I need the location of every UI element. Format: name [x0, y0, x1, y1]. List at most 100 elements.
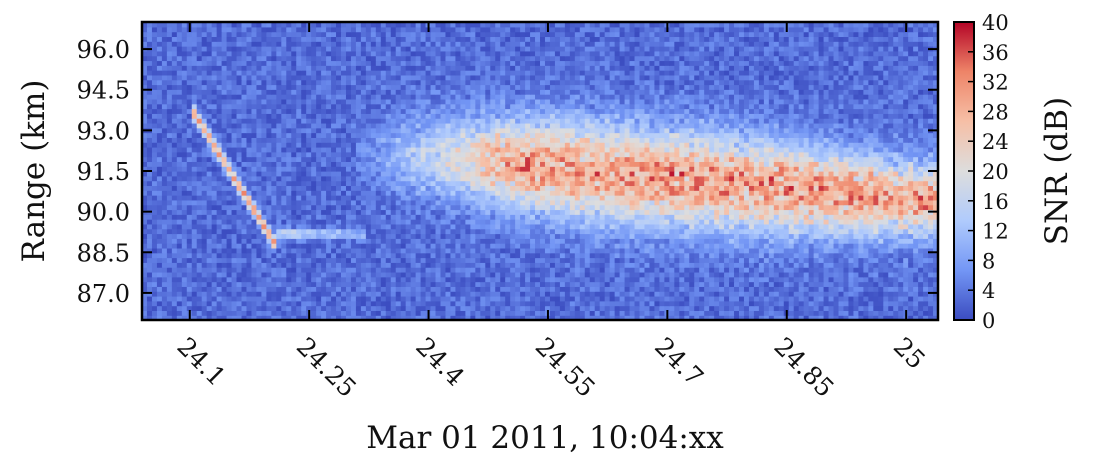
heatmap-cell	[748, 300, 755, 307]
heatmap-cell	[301, 310, 307, 316]
heatmap-cell	[664, 291, 670, 297]
heatmap-cell	[286, 166, 292, 172]
heatmap-cell	[276, 295, 282, 302]
heatmap-cell	[773, 252, 780, 259]
heatmap-cell	[743, 171, 750, 177]
heatmap-cell	[380, 195, 387, 201]
heatmap-cell	[898, 223, 904, 230]
heatmap-cell	[594, 243, 601, 249]
heatmap-cell	[341, 175, 347, 182]
heatmap-cell	[440, 223, 447, 230]
heatmap-cell	[450, 214, 457, 220]
heatmap-cell	[724, 247, 730, 254]
heatmap-cell	[301, 223, 307, 230]
heatmap-cell	[251, 315, 258, 320]
heatmap-cell	[321, 219, 327, 225]
heatmap-cell	[883, 219, 889, 225]
heatmap-cell	[485, 252, 491, 259]
heatmap-cell	[823, 281, 830, 287]
heatmap-cell	[589, 271, 596, 278]
heatmap-cell	[549, 276, 556, 283]
heatmap-cell	[559, 305, 566, 311]
heatmap-cell	[803, 310, 810, 316]
heatmap-cell	[599, 199, 606, 206]
heatmap-cell	[345, 262, 352, 268]
heatmap-cell	[171, 262, 178, 268]
heatmap-cell	[689, 199, 695, 206]
heatmap-cell	[345, 257, 352, 263]
heatmap-cell	[271, 195, 277, 201]
heatmap-cell	[301, 209, 307, 215]
heatmap-cell	[286, 252, 292, 259]
heatmap-cell	[266, 247, 272, 254]
heatmap-cell	[624, 190, 631, 196]
heatmap-cell	[281, 219, 287, 225]
heatmap-cell	[634, 195, 641, 201]
heatmap-cell	[649, 223, 656, 230]
heatmap-cell	[763, 267, 770, 273]
heatmap-cell	[485, 271, 491, 278]
heatmap-cell	[684, 291, 690, 297]
heatmap-cell	[181, 305, 188, 311]
heatmap-cell	[281, 267, 287, 273]
heatmap-cell	[286, 185, 292, 191]
heatmap-cell	[236, 199, 243, 206]
heatmap-cell	[156, 209, 163, 215]
heatmap-cell	[853, 267, 859, 273]
heatmap-cell	[679, 257, 685, 263]
heatmap-cell	[390, 300, 397, 307]
heatmap-cell	[913, 276, 919, 283]
heatmap-cell	[375, 185, 382, 191]
heatmap-cell	[808, 209, 815, 215]
heatmap-cell	[231, 281, 238, 287]
heatmap-cell	[704, 300, 710, 307]
heatmap-cell	[296, 214, 302, 220]
heatmap-cell	[569, 315, 576, 320]
heatmap-cell	[868, 281, 874, 287]
heatmap-cell	[236, 171, 243, 177]
heatmap-cell	[813, 171, 820, 177]
heatmap-cell	[201, 295, 208, 302]
heatmap-cell	[883, 190, 889, 196]
heatmap-cell	[440, 233, 447, 239]
heatmap-cell	[569, 300, 576, 307]
heatmap-cell	[535, 238, 541, 244]
heatmap-cell	[256, 315, 262, 320]
heatmap-cell	[226, 238, 233, 244]
heatmap-cell	[306, 300, 312, 307]
heatmap-cell	[171, 209, 178, 215]
heatmap-cell	[739, 247, 745, 254]
heatmap-cell	[793, 257, 800, 263]
heatmap-cell	[739, 271, 745, 278]
heatmap-cell	[231, 185, 238, 191]
heatmap-cell	[475, 199, 481, 206]
heatmap-cell	[251, 228, 258, 235]
heatmap-cell	[773, 315, 780, 320]
heatmap-cell	[385, 219, 392, 225]
heatmap-cell	[908, 233, 914, 239]
heatmap-cell	[758, 204, 765, 211]
heatmap-cell	[783, 209, 790, 215]
heatmap-cell	[873, 223, 879, 230]
heatmap-cell	[634, 233, 641, 239]
heatmap-cell	[276, 243, 282, 249]
heatmap-cell	[221, 315, 228, 320]
heatmap-cell	[639, 238, 646, 244]
heatmap-cell	[485, 281, 491, 287]
heatmap-cell	[654, 209, 660, 215]
heatmap-cell	[271, 310, 277, 316]
heatmap-cell	[206, 228, 213, 235]
heatmap-cell	[370, 262, 377, 268]
heatmap-cell	[500, 199, 506, 206]
heatmap-cell	[639, 257, 646, 263]
heatmap-cell	[311, 257, 317, 263]
heatmap-cell	[525, 267, 531, 273]
heatmap-cell	[490, 281, 496, 287]
heatmap-cell	[589, 286, 596, 292]
heatmap-cell	[763, 195, 770, 201]
heatmap-cell	[530, 175, 536, 182]
heatmap-cell	[659, 214, 665, 220]
heatmap-cell	[271, 219, 277, 225]
heatmap-cell	[619, 243, 626, 249]
heatmap-cell	[241, 305, 248, 311]
